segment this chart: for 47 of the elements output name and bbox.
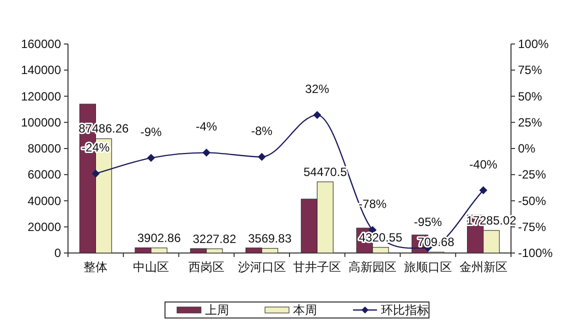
point [258, 152, 266, 161]
x-tick-label: 高新园区 [348, 260, 397, 274]
y-tick-label: 80000 [28, 142, 62, 156]
y-tick-label: 40000 [28, 194, 62, 208]
data-label: -8% [251, 124, 273, 138]
y2-tick-label: 75% [518, 63, 542, 78]
y2-tick-label: -75% [518, 220, 546, 234]
legend-label: 上周 [205, 303, 229, 317]
point [147, 154, 156, 162]
data-label: 54470.5 [303, 164, 348, 179]
y2-tick-label: 100% [518, 37, 550, 51]
y2-tick-label: 50% [518, 89, 542, 104]
x-tick-label: 整体 [84, 260, 108, 274]
data-label: 32% [305, 82, 330, 96]
y-tick-label: 20000 [28, 220, 62, 234]
y-tick-label: 100000 [20, 115, 62, 130]
y-tick-label: 0 [54, 246, 62, 260]
x-tick-label: 沙河口区 [238, 260, 286, 274]
y2-tick-label: 0% [518, 142, 536, 156]
y2-tick-label: -100% [518, 246, 554, 260]
x-tick-label: 旅顺口区 [404, 260, 452, 274]
data-label: -9% [140, 124, 162, 139]
data-label: 3569.83 [248, 231, 292, 246]
x-tick-label: 甘井子区 [293, 260, 342, 274]
x-tick-label: 金州新区 [459, 260, 508, 274]
point [92, 170, 100, 178]
y2-tick-label: -25% [518, 168, 546, 182]
data-label: -4% [196, 120, 218, 134]
y2-tick-label: 25% [518, 115, 542, 130]
data-label: -24% [82, 140, 110, 155]
x-tick-label: 中山区 [133, 260, 170, 274]
data-label: -95% [414, 214, 442, 229]
data-label: -40% [469, 157, 498, 172]
legend-label: 环比指标 [381, 303, 429, 317]
data-label: 3227.82 [192, 232, 236, 246]
data-label: -78% [358, 197, 387, 212]
point [202, 148, 210, 157]
y2-tick-label: -50% [518, 194, 546, 208]
y-tick-label: 60000 [28, 168, 62, 182]
y-tick-label: 160000 [20, 37, 62, 51]
point [479, 186, 488, 194]
y-tick-label: 140000 [20, 63, 62, 78]
legend-label: 本周 [293, 303, 317, 317]
x-tick-label: 西岗区 [188, 260, 224, 274]
point [313, 111, 322, 120]
data-label: 3902.86 [137, 230, 182, 245]
y-tick-label: 120000 [20, 89, 62, 104]
